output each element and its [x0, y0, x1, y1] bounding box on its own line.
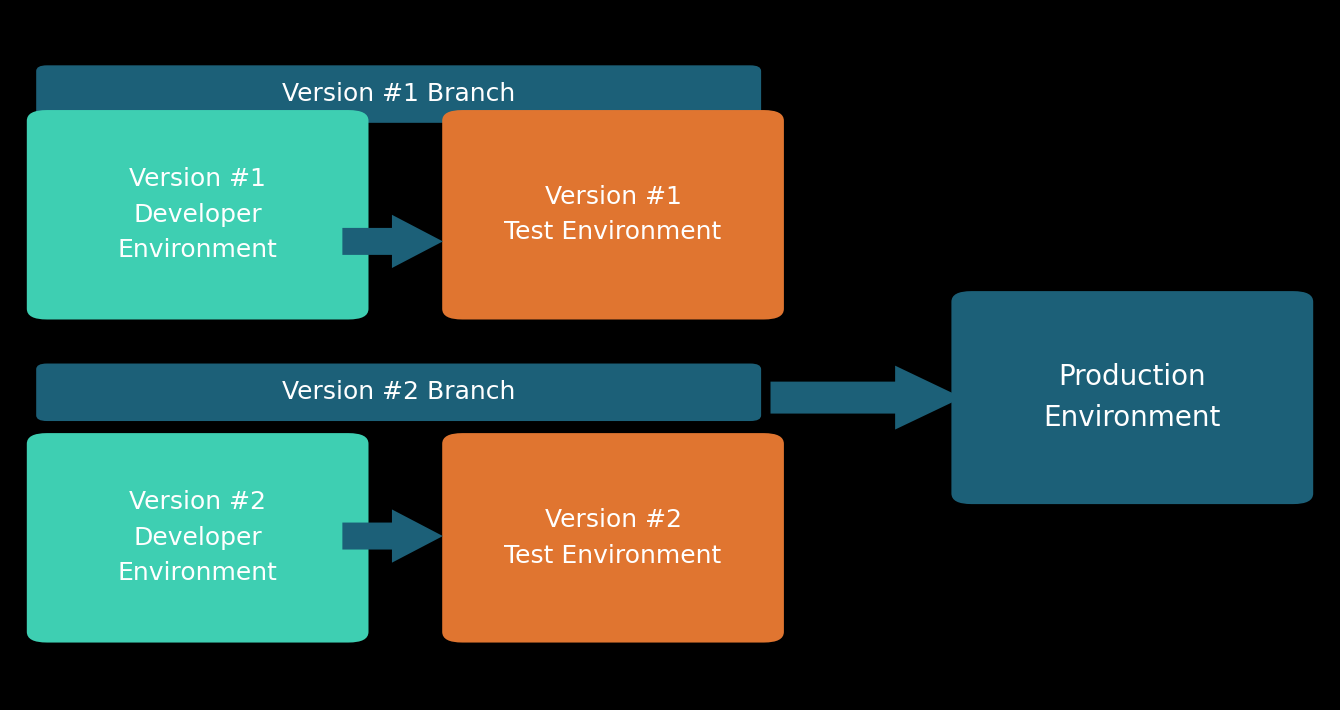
Text: Version #2 Branch: Version #2 Branch [281, 381, 516, 404]
Polygon shape [343, 214, 442, 268]
FancyBboxPatch shape [36, 364, 761, 421]
Text: Version #2
Developer
Environment: Version #2 Developer Environment [118, 491, 277, 585]
FancyBboxPatch shape [951, 291, 1313, 504]
Polygon shape [770, 366, 962, 430]
FancyBboxPatch shape [442, 433, 784, 643]
Text: Version #2
Test Environment: Version #2 Test Environment [504, 508, 722, 567]
FancyBboxPatch shape [27, 110, 368, 320]
Text: Version #1 Branch: Version #1 Branch [281, 82, 516, 106]
FancyBboxPatch shape [36, 65, 761, 123]
Polygon shape [343, 510, 442, 562]
Text: Production
Environment: Production Environment [1044, 363, 1221, 432]
FancyBboxPatch shape [27, 433, 368, 643]
Text: Version #1
Test Environment: Version #1 Test Environment [504, 185, 722, 244]
FancyBboxPatch shape [442, 110, 784, 320]
Text: Version #1
Developer
Environment: Version #1 Developer Environment [118, 168, 277, 262]
